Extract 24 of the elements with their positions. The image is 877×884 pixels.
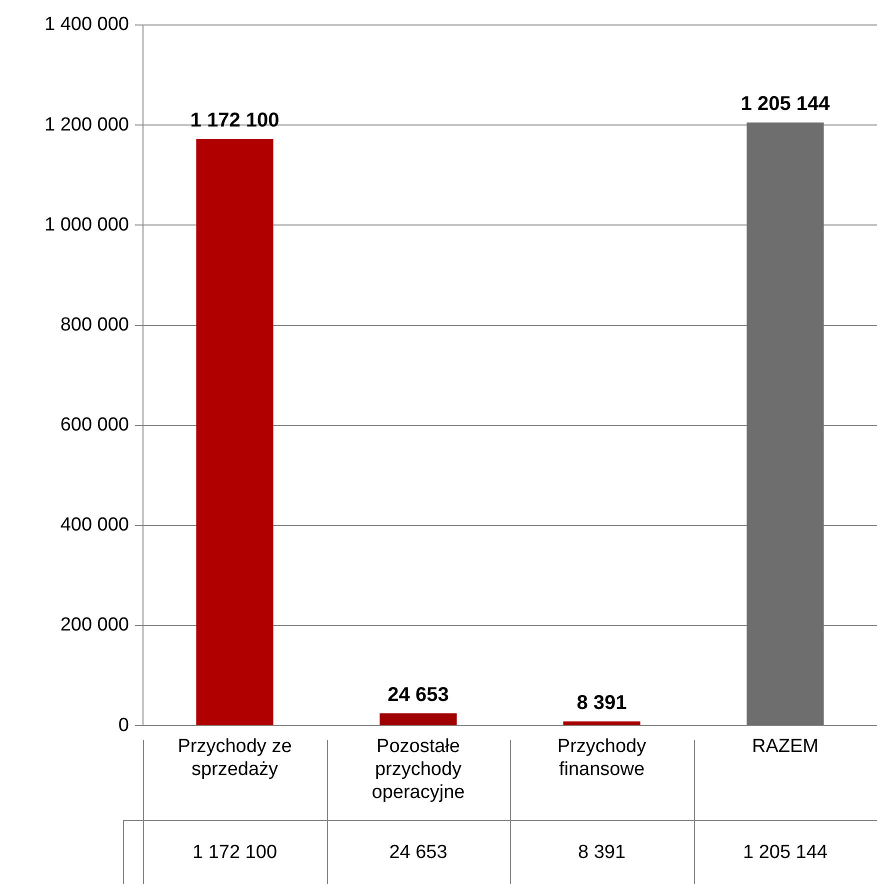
bar bbox=[196, 139, 274, 726]
bar bbox=[380, 713, 457, 726]
data-label: 1 172 100 bbox=[192, 842, 278, 864]
x-tick-label: Pozostałe przychody operacyjne bbox=[372, 736, 465, 803]
x-tick-label: Przychody finansowe bbox=[557, 736, 647, 780]
y-tick-label: 600 000 bbox=[60, 414, 129, 436]
y-tick-label: 1 400 000 bbox=[44, 14, 129, 36]
y-tick-label: 1 000 000 bbox=[44, 214, 129, 236]
text: 1 205 144 bbox=[740, 93, 830, 116]
y-tick-label: 1 200 000 bbox=[44, 114, 129, 136]
text: 8 391 bbox=[576, 692, 627, 714]
bar bbox=[746, 122, 824, 726]
text: 1 172 100 bbox=[190, 110, 280, 132]
data-label: 1 205 144 bbox=[742, 842, 828, 864]
bar bbox=[563, 721, 640, 726]
y-tick-label: 800 000 bbox=[60, 314, 129, 336]
data-label: 24 653 bbox=[389, 842, 448, 864]
x-tick-label: Przychody ze sprzedaży bbox=[178, 736, 292, 780]
y-tick-label: 0 bbox=[118, 714, 129, 736]
data-label: 8 391 bbox=[578, 842, 626, 864]
y-tick-label: 400 000 bbox=[60, 514, 129, 536]
y-tick-label: 200 000 bbox=[60, 614, 129, 636]
x-tick-label: RAZEM bbox=[752, 736, 818, 758]
text: 24 653 bbox=[388, 684, 449, 706]
